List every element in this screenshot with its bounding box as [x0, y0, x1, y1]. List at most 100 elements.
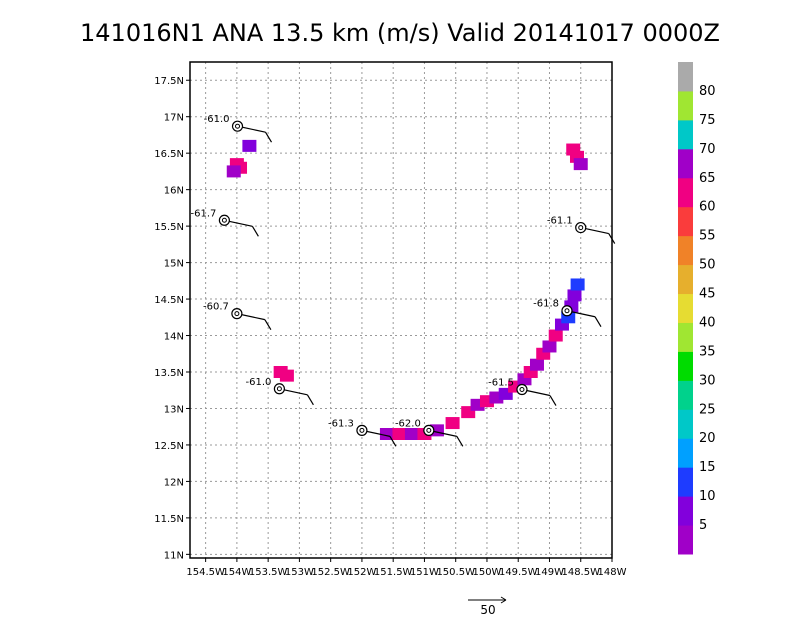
wind-cell: [529, 358, 544, 371]
colorbar-label: 65: [699, 171, 716, 186]
x-axis: 154.5W154W153.5W153W152.5W152W151.5W151W…: [186, 558, 627, 578]
colorbar-label: 10: [699, 489, 716, 504]
colorbar-segment: [678, 525, 693, 555]
station-4: -61.0: [246, 377, 314, 406]
colorbar-segment: [678, 409, 693, 439]
colorbar-segment: [678, 119, 693, 150]
colorbar: 5 10 15 20 25 30 35 40 45 50 55 60 65 70 75 80: [678, 62, 716, 555]
colorbar-segment: [678, 90, 693, 121]
y-tick-label: 13.5N: [154, 368, 184, 379]
plot-frame: [189, 61, 613, 559]
wind-cell: [279, 369, 294, 382]
station-2: -61.7: [191, 208, 259, 237]
x-tick-label: 154.5W: [186, 567, 225, 578]
y-tick-label: 12N: [164, 477, 184, 488]
y-tick-label: 14.5N: [154, 295, 184, 306]
station-marker-inner: [221, 217, 227, 223]
wind-cell: [570, 278, 585, 291]
y-tick-label: 15.5N: [154, 222, 184, 233]
wind-barb-flag: [264, 131, 273, 143]
station-marker-inner: [564, 308, 570, 314]
station-marker-inner: [276, 386, 282, 392]
wind-cells: [226, 139, 588, 440]
station-marker: [356, 424, 368, 436]
station-label: -61.5: [488, 378, 514, 389]
station-label: -61.1: [547, 216, 573, 227]
colorbar-label: 20: [699, 431, 716, 446]
x-tick-label: 148W: [598, 567, 627, 578]
colorbar-segment: [678, 380, 693, 410]
station-marker-inner: [578, 225, 584, 231]
station-marker-inner: [234, 311, 240, 317]
wind-cell: [573, 158, 588, 171]
x-tick-label: 153W: [285, 567, 314, 578]
x-tick-label: 150.5W: [436, 567, 475, 578]
y-axis: 11N 11.5N 12N 12.5N 13N 13.5N 14N 14.5N 15N 15.5N…: [154, 76, 190, 561]
wind-cell: [567, 289, 582, 302]
station-label: -61.8: [533, 299, 559, 310]
wind-barb-flag: [264, 319, 272, 330]
station-marker: [516, 383, 528, 396]
wind-barb-flag: [456, 436, 464, 447]
y-tick-label: 14N: [164, 332, 184, 343]
wind-barb-flag: [389, 436, 397, 447]
station-label: -61.0: [204, 114, 230, 125]
y-tick-label: 16N: [164, 186, 184, 197]
station-marker-inner: [426, 427, 432, 433]
grid: [190, 62, 613, 558]
y-tick-label: 13N: [164, 404, 184, 415]
station-label: -61.7: [191, 208, 217, 219]
wind-cell: [548, 329, 563, 342]
x-tick-label: 151W: [410, 567, 439, 578]
x-tick-label: 151.5W: [374, 567, 413, 578]
colorbar-label: 70: [699, 142, 716, 157]
station-marker: [423, 424, 435, 436]
colorbar-segment: [678, 467, 693, 497]
colorbar-segment: [678, 62, 693, 92]
station-marker: [231, 120, 244, 132]
station-label: -60.7: [203, 302, 229, 313]
station-9: -61.1: [547, 216, 616, 244]
y-tick-label: 17N: [164, 113, 184, 124]
colorbar-segment: [678, 148, 693, 179]
x-tick-label: 149W: [535, 567, 564, 578]
station-marker: [561, 305, 573, 317]
wind-barb-flag: [594, 316, 602, 328]
y-tick-label: 11N: [164, 550, 184, 561]
station-marker: [575, 221, 587, 234]
colorbar-segment: [678, 206, 693, 237]
x-tick-label: 148.5W: [561, 567, 600, 578]
chart-title: 141016N1 ANA 13.5 km (m/s) Valid 2014101…: [80, 19, 720, 47]
colorbar-segment: [678, 235, 693, 266]
y-tick-label: 17.5N: [154, 76, 184, 87]
colorbar-segment: [678, 496, 693, 526]
colorbar-segment: [678, 177, 693, 208]
colorbar-label: 50: [699, 258, 716, 273]
reference-vector-head: [500, 596, 507, 604]
wind-cell: [542, 340, 557, 353]
station-8: -61.8: [533, 299, 602, 328]
station-label: -61.0: [246, 377, 272, 388]
colorbar-label: 35: [699, 344, 716, 359]
reference-vector: 50: [468, 596, 507, 617]
colorbar-label: 30: [699, 373, 716, 388]
wind-barb-flag: [306, 394, 314, 406]
y-tick-label: 12.5N: [154, 441, 184, 452]
stations: -61.0 -61.7 -60.7 -61.0 -61.3 -62.0 -61.5 -61.8…: [191, 114, 616, 447]
station-marker-inner: [519, 387, 525, 393]
wind-cell: [445, 417, 460, 430]
wind-cell: [379, 428, 394, 440]
x-tick-label: 152W: [347, 567, 376, 578]
wind-cell: [242, 139, 257, 152]
station-3: -60.7: [203, 302, 272, 330]
wind-barb-flag: [549, 395, 557, 406]
colorbar-label: 15: [699, 460, 716, 475]
x-tick-label: 152.5W: [311, 567, 350, 578]
x-tick-label: 154W: [222, 567, 251, 578]
station-marker: [218, 214, 230, 226]
station-marker: [231, 308, 243, 320]
colorbar-label: 55: [699, 229, 716, 244]
y-tick-label: 11.5N: [154, 514, 184, 525]
station-marker: [273, 383, 286, 395]
